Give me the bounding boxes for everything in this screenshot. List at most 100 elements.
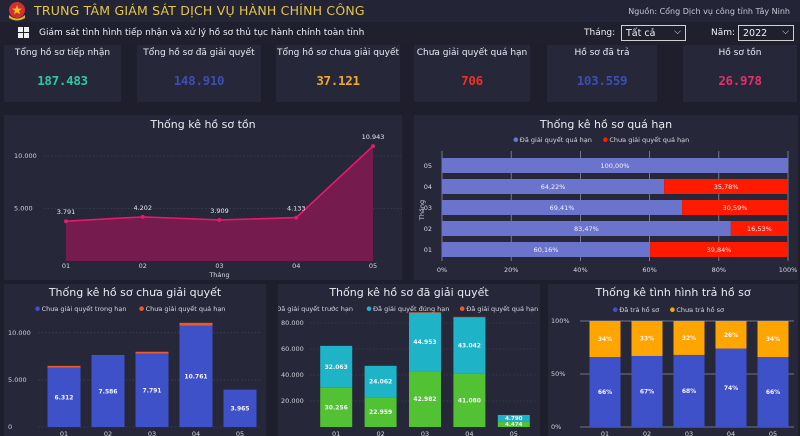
bar-segment xyxy=(715,321,747,349)
data-label: 10.761 xyxy=(184,373,207,380)
bar-segment xyxy=(179,322,213,326)
year-select-value: 2022 xyxy=(743,28,768,39)
data-label: 33% xyxy=(640,335,654,342)
legend-label: Đã giải quyết quá hạn xyxy=(466,305,538,313)
bar-segment xyxy=(409,371,441,427)
y-tick-label: 20.000 xyxy=(281,397,304,405)
y-tick-label: 60.000 xyxy=(281,345,304,353)
kpi-value: 103.559 xyxy=(576,73,628,88)
bar-segment xyxy=(631,355,663,427)
bar-segment xyxy=(757,321,789,358)
area-chart-ho-so-ton: 5.000 10.000 3.791 01 4.202 02 3.909 03 4.133 04 1… xyxy=(14,133,402,279)
panel-ho-so-qua-han: Thống kê hồ sơ quá hạn Đã giải quyết quá… xyxy=(414,115,798,280)
data-label: 41.080 xyxy=(458,397,481,404)
bar-segment xyxy=(664,179,788,194)
bar-chart-ho-so-qua-han: Đã giải quyết quá hạn Chưa giải quyết quá… xyxy=(418,136,797,274)
data-label: 34% xyxy=(766,336,780,343)
data-label: 32% xyxy=(682,335,696,342)
month-filter-label: Tháng: xyxy=(584,28,616,38)
legend-label: Đã giải quyết đúng hạn xyxy=(373,305,449,313)
x-tick-label: 05 xyxy=(369,262,377,270)
panel-ho-so-chua-giai-quyet: Thống kê hồ sơ chưa giải quyết Chưa giải… xyxy=(4,284,266,436)
y-tick-label: 10.000 xyxy=(14,152,37,160)
data-point xyxy=(140,214,145,219)
bar-chart-ho-so-chua-giai-quyet: Chưa giải quyết trong hạn Chưa giải quyết… xyxy=(8,305,262,436)
y-tick-label: 0% xyxy=(551,423,561,431)
month-select[interactable]: Tất cả ⌵ xyxy=(621,25,686,41)
bar-segment xyxy=(453,373,486,427)
kpi-card: Chưa giải quyết quá hạn 706 xyxy=(414,45,530,102)
legend-label: Chưa giải quyết quá hạn xyxy=(146,305,226,313)
panel-ho-so-da-giai-quyet: Thống kê hồ sơ đã giải quyết Đã giải quy… xyxy=(278,284,540,436)
bar-segment xyxy=(364,397,397,427)
windows-grid-icon[interactable] xyxy=(18,27,29,38)
data-label: 24.062 xyxy=(369,379,392,386)
kpi-value: 187.483 xyxy=(37,73,88,88)
x-tick-label: 03 xyxy=(421,430,429,436)
bar-segment xyxy=(409,312,441,313)
data-label: 100,00% xyxy=(601,162,630,170)
kpi-value: 148.910 xyxy=(173,73,225,88)
chart-title: Thống kê hồ sơ quá hạn xyxy=(539,118,673,131)
kpi-card: Tổng hồ sơ chưa giải quyết 37.121 xyxy=(276,45,400,102)
national-emblem-icon xyxy=(9,2,25,21)
chart-title: Thống kê hồ sơ tồn xyxy=(150,118,256,131)
data-label: 30.256 xyxy=(325,404,348,411)
x-tick-label: 05 xyxy=(769,430,777,436)
y-tick-label: 80.000 xyxy=(281,319,304,327)
bar-segment xyxy=(442,158,788,173)
bar-segment xyxy=(409,312,441,372)
chart-title: Thống kê tình hình trả hồ sơ xyxy=(595,286,751,299)
kpi-label: Hồ sơ đã trả xyxy=(574,48,630,58)
kpi-value: 26.978 xyxy=(718,73,762,88)
chevron-down-icon: ⌵ xyxy=(674,27,681,37)
bar-segment xyxy=(47,367,81,427)
kpi-card: Tổng hồ sơ tiếp nhận 187.483 xyxy=(4,45,121,102)
data-label: 4.133 xyxy=(287,205,306,213)
legend-label: Chưa trả hồ sơ xyxy=(676,306,724,314)
kpi-label: Tổng hồ sơ tiếp nhận xyxy=(14,48,111,58)
bar-segment xyxy=(589,321,621,358)
data-label: 35,78% xyxy=(714,183,739,191)
x-tick-label: 02 xyxy=(376,430,384,436)
data-label: 32.063 xyxy=(325,364,348,371)
data-point xyxy=(294,215,299,220)
x-tick-label: 01 xyxy=(60,430,68,436)
legend-label: Đã giải quyết trước hạn xyxy=(278,305,353,313)
legend-marker xyxy=(366,306,372,311)
data-label: 3.791 xyxy=(57,208,76,216)
x-tick-label: 04 xyxy=(727,430,735,436)
bar-segment xyxy=(135,353,169,427)
bar-segment xyxy=(715,348,747,427)
bar-segment xyxy=(442,200,683,215)
data-label: 22.959 xyxy=(369,409,392,416)
bar-segment xyxy=(442,179,665,194)
bar-segment xyxy=(223,389,257,427)
kpi-card: Hồ sơ đã trả 103.559 xyxy=(547,45,657,102)
panel-tra-ho-so: Thống kê tình hình trả hồ sơ Đã trả hồ s… xyxy=(548,284,798,436)
bar-segment xyxy=(631,321,663,356)
bar-segment xyxy=(673,321,705,355)
bar-segment xyxy=(650,242,788,257)
data-label: 74% xyxy=(724,385,738,392)
bar-segment xyxy=(497,414,530,422)
legend-marker xyxy=(513,137,519,142)
x-tick-label: 80% xyxy=(712,266,726,274)
bar-segment xyxy=(91,355,125,427)
kpi-card: Tổng hồ sơ đã giải quyết 148.910 xyxy=(137,45,261,102)
legend-label: Đã trả hồ sơ xyxy=(619,306,659,314)
year-select[interactable]: 2022 ⌵ xyxy=(738,25,794,41)
bar-segment xyxy=(589,357,621,427)
bar-segment xyxy=(135,351,169,354)
x-tick-label: 02 xyxy=(643,430,651,436)
kpi-card: Hồ sơ tồn 26.978 xyxy=(683,45,797,102)
data-label: 26% xyxy=(724,332,738,339)
kpi-label: Tổng hồ sơ đã giải quyết xyxy=(143,48,255,58)
chevron-down-icon: ⌵ xyxy=(782,27,789,37)
x-tick-label: 04 xyxy=(292,262,300,270)
data-label: 7.791 xyxy=(143,387,162,394)
x-tick-label: 05 xyxy=(510,430,518,436)
source-text: Nguồn: Cổng Dịch vụ công tỉnh Tây Ninh xyxy=(628,7,790,16)
y-tick-label: 0 xyxy=(8,423,12,431)
data-label: 4.474 xyxy=(505,422,523,428)
